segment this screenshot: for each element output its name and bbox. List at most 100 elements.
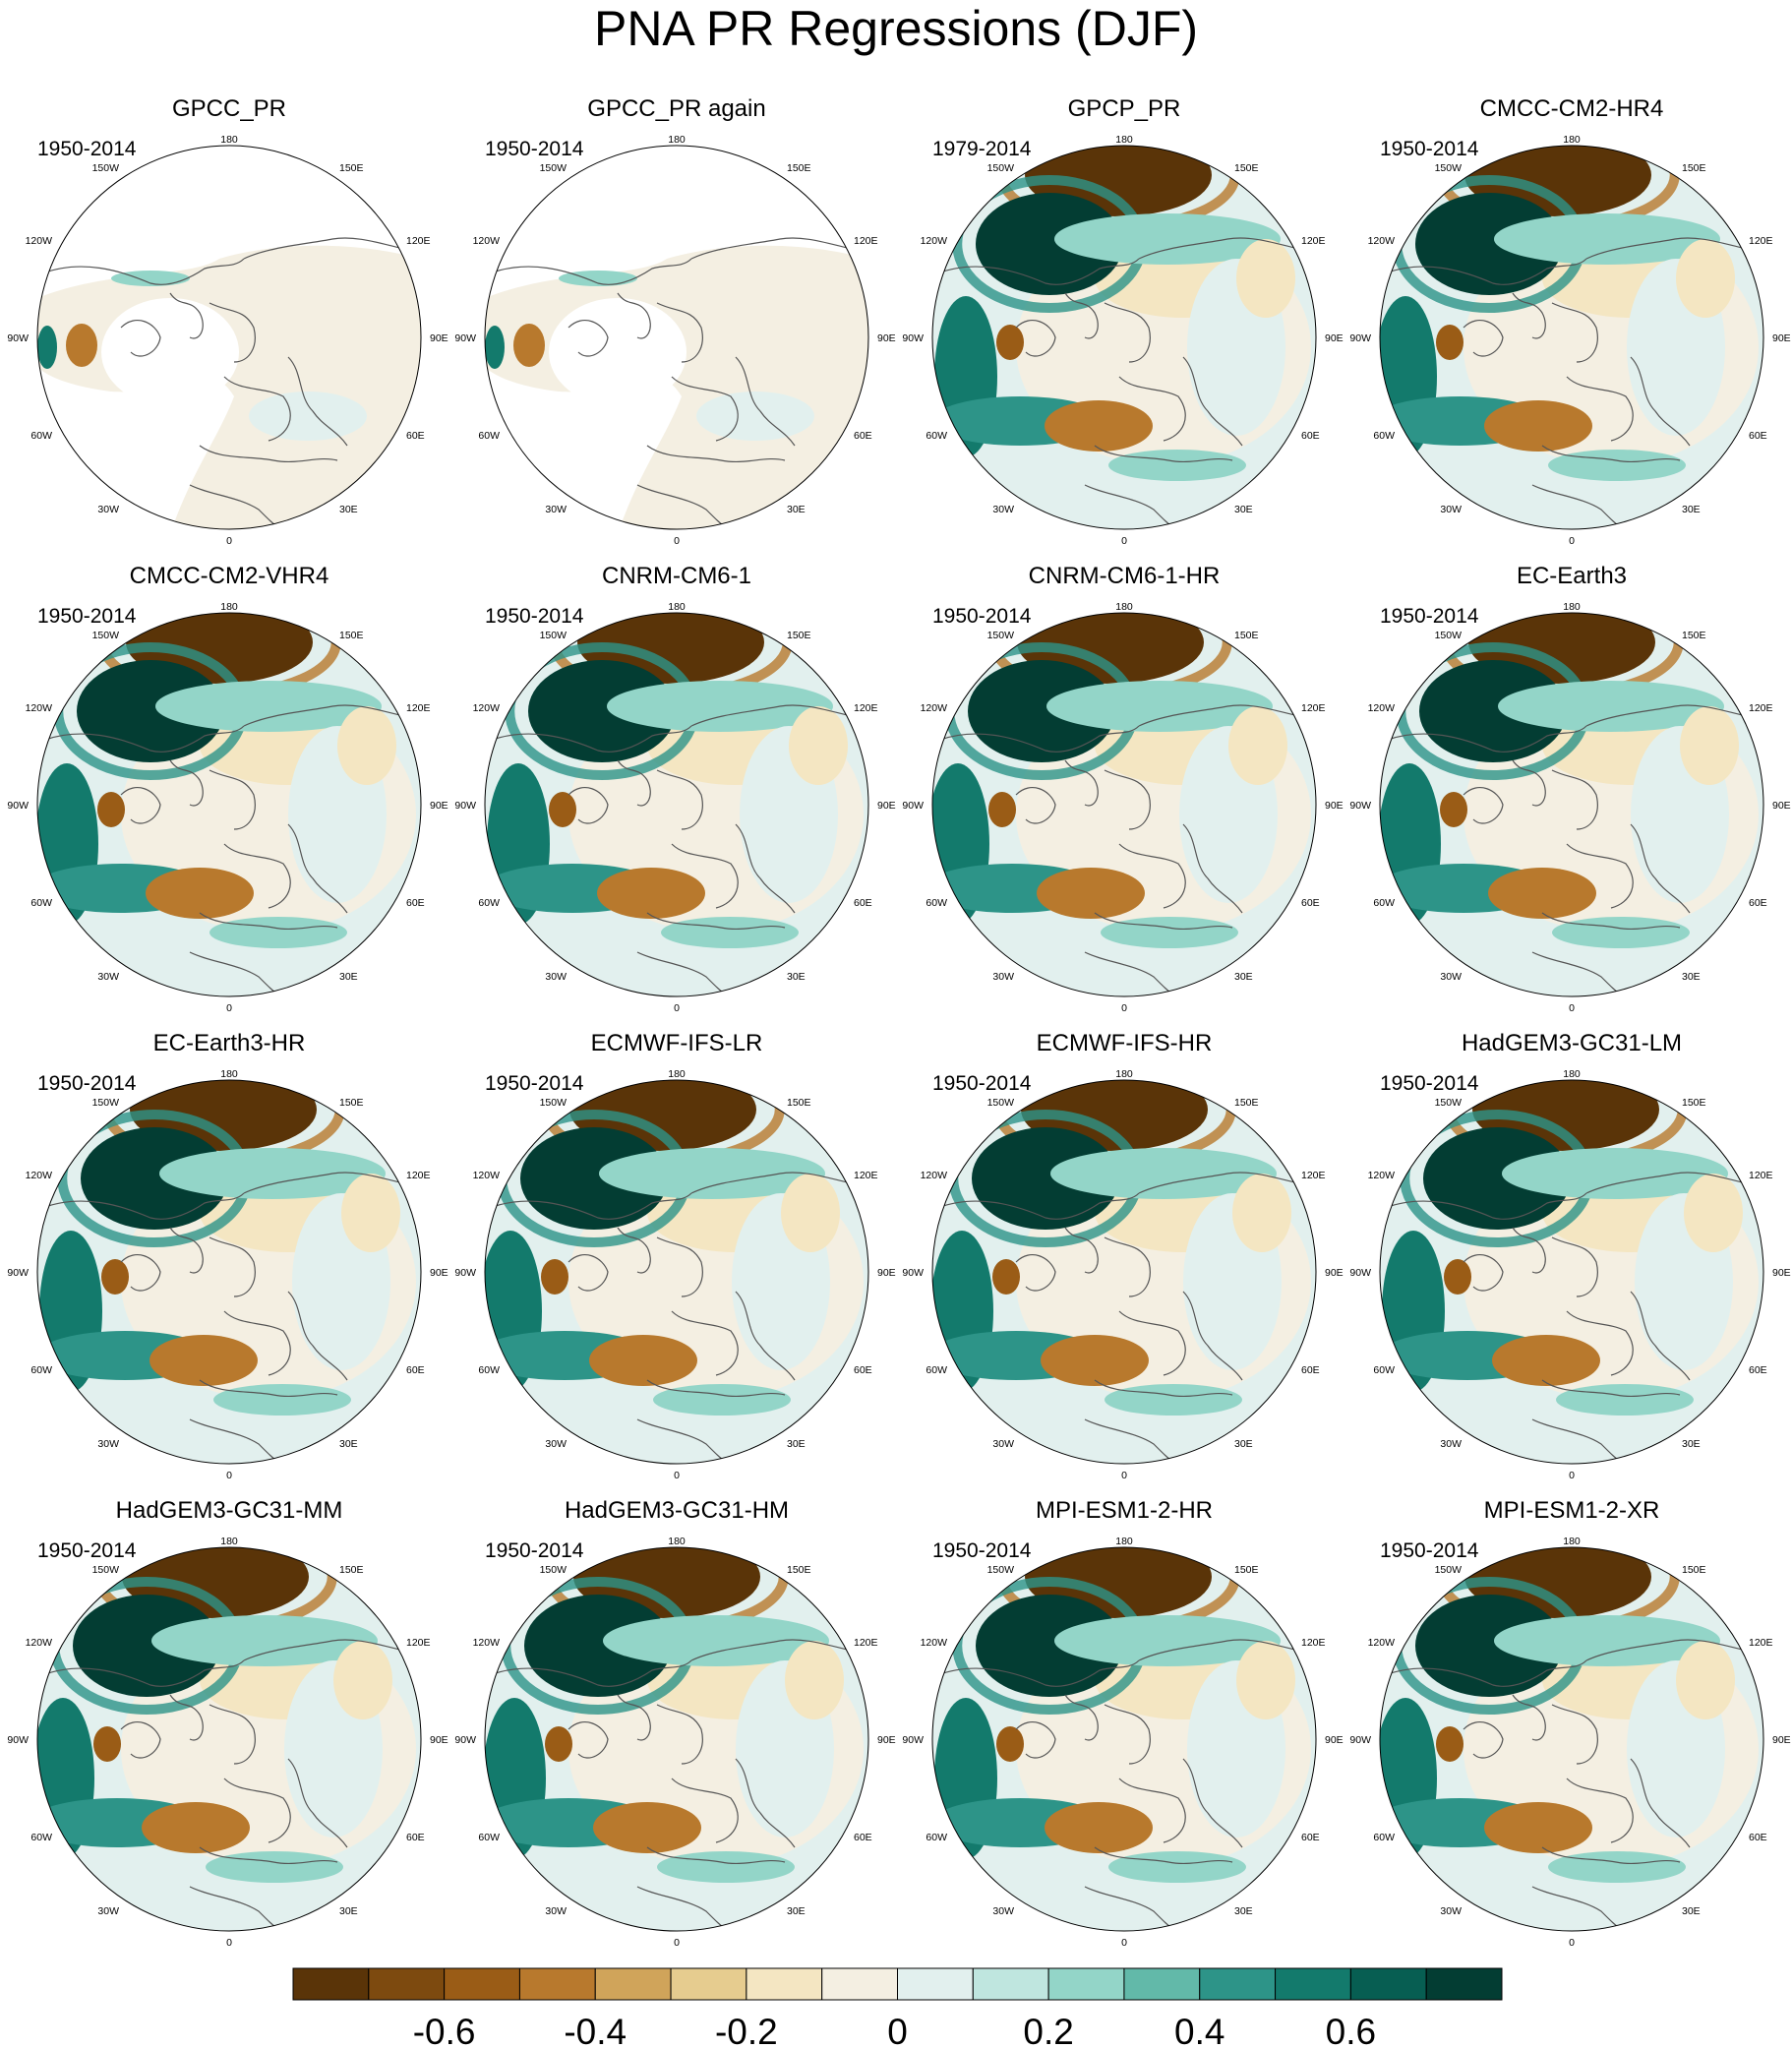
longitude-label: 150E [339,630,364,641]
map-boundary [36,612,422,997]
longitude-label: 150E [339,162,364,174]
colorbar-tick-label: -0.4 [564,2012,627,2049]
longitude-label: 150W [987,162,1015,174]
colorbar-swatch [518,1967,596,2001]
longitude-label: 120W [1368,235,1396,247]
longitude-label: 90W [7,332,29,344]
longitude-label: 30E [1682,1905,1701,1917]
map-boundary [1379,1546,1764,1932]
panel-title: ECMWF-IFS-HR [1037,1030,1213,1056]
longitude-label: 120W [26,235,53,247]
longitude-label: 30E [339,1905,358,1917]
longitude-label: 150E [1682,630,1706,641]
panel-title: MPI-ESM1-2-XR [1484,1497,1660,1524]
period-label: 1950-2014 [485,138,584,160]
map-disc [37,613,421,996]
map-boundary [484,1079,869,1465]
longitude-label: 30W [1440,1905,1462,1917]
figure-title: PNA PR Regressions (DJF) [593,1,1199,56]
longitude-label: 30E [1682,504,1701,515]
longitude-label: 90E [430,1267,448,1279]
map-panel: HadGEM3-GC31-LM 1950-2014 180 150W 150E 120W 1… [1349,1030,1790,1481]
longitude-label: 90W [1349,1267,1371,1279]
longitude-label: 60W [926,1364,947,1376]
longitude-label: 90E [877,332,896,344]
longitude-label: 150W [92,630,120,641]
longitude-label: 120W [921,1170,948,1181]
colorbar-swatch [746,1967,823,2001]
longitude-label: 120E [1301,1637,1326,1649]
longitude-label: 90W [7,1734,29,1746]
panel-title: CNRM-CM6-1-HR [1029,563,1221,589]
longitude-label: 90W [1349,800,1371,812]
longitude-label: 30E [339,1438,358,1450]
longitude-label: 90E [1325,1267,1344,1279]
longitude-label: 60E [1749,897,1767,909]
longitude-label: 150E [787,1564,811,1576]
longitude-label: 60W [30,1832,52,1843]
longitude-label: 120E [406,702,431,714]
longitude-label: 120E [1749,235,1773,247]
map-panel: CNRM-CM6-1-HR 1950-2014 180 150W 150E 120W 120… [902,563,1343,1014]
period-label: 1950-2014 [485,1539,584,1562]
longitude-label: 60E [854,1364,872,1376]
map-disc [932,613,1316,996]
map-panel: CNRM-CM6-1 1950-2014 180 150W 150E 120W 120E 90… [454,563,895,1014]
longitude-label: 90E [430,800,448,812]
longitude-label: 120E [1749,1170,1773,1181]
longitude-label: 60E [1301,1832,1320,1843]
longitude-label: 0 [1569,1470,1575,1481]
longitude-label: 90E [1772,332,1791,344]
longitude-label: 90E [1772,1734,1791,1746]
longitude-label: 90W [1349,332,1371,344]
longitude-label: 30E [1682,1438,1701,1450]
longitude-label: 90E [877,800,896,812]
longitude-label: 0 [1121,535,1127,547]
period-label: 1950-2014 [1380,1539,1479,1562]
colorbar-tick-label: 0.2 [1023,2012,1073,2049]
colorbar-swatch [292,1967,370,2001]
longitude-label: 90E [1772,800,1791,812]
longitude-label: 90E [430,332,448,344]
longitude-label: 120E [854,1637,878,1649]
map-panel: HadGEM3-GC31-HM 1950-2014 180 150W 150E 120W 1… [454,1497,895,1949]
panel-title: HadGEM3-GC31-MM [116,1497,343,1524]
longitude-label: 90W [454,1734,476,1746]
longitude-label: 60E [406,1364,425,1376]
longitude-label: 30W [97,1905,119,1917]
map-panel: EC-Earth3 1950-2014 180 150W 150E 120W 120E 90W… [1349,563,1790,1014]
longitude-label: 90W [1349,1734,1371,1746]
panel-title: EC-Earth3-HR [153,1030,306,1056]
longitude-label: 30W [1440,1438,1462,1450]
panel-title: CMCC-CM2-VHR4 [130,563,329,589]
longitude-label: 150W [987,1097,1015,1109]
longitude-label: 60W [1373,1364,1395,1376]
longitude-label: 150W [540,162,567,174]
longitude-label: 180 [220,601,238,613]
map-boundary [931,1079,1317,1465]
longitude-label: 120E [1301,702,1326,714]
colorbar-swatch [1275,1967,1351,2001]
longitude-label: 0 [226,1937,232,1949]
longitude-label: 0 [674,535,680,547]
longitude-label: 60W [30,897,52,909]
map-disc [37,1547,421,1931]
longitude-label: 180 [668,1536,686,1547]
colorbar-swatch [897,1967,974,2001]
colorbar-swatch [821,1967,898,2001]
panel-title: GPCP_PR [1068,95,1181,122]
colorbar-tick-label: -0.2 [715,2012,778,2049]
longitude-label: 30W [992,504,1014,515]
map-panel: EC-Earth3-HR 1950-2014 180 150W 150E 120W 120E… [7,1030,448,1481]
longitude-label: 180 [1115,601,1133,613]
longitude-label: 180 [1115,1068,1133,1080]
longitude-label: 90W [7,1267,29,1279]
panel-title: MPI-ESM1-2-HR [1036,1497,1213,1524]
panel-title: CNRM-CM6-1 [602,563,751,589]
longitude-label: 120E [854,702,878,714]
map-panel: GPCC_PR 1950-2014 180 150W 150E 120W 120E 90W 90… [7,95,448,547]
map-panel: GPCP_PR 1979-2014 180 150W 150E 120W 120E 90W 90… [902,95,1343,547]
longitude-label: 0 [1569,1002,1575,1014]
